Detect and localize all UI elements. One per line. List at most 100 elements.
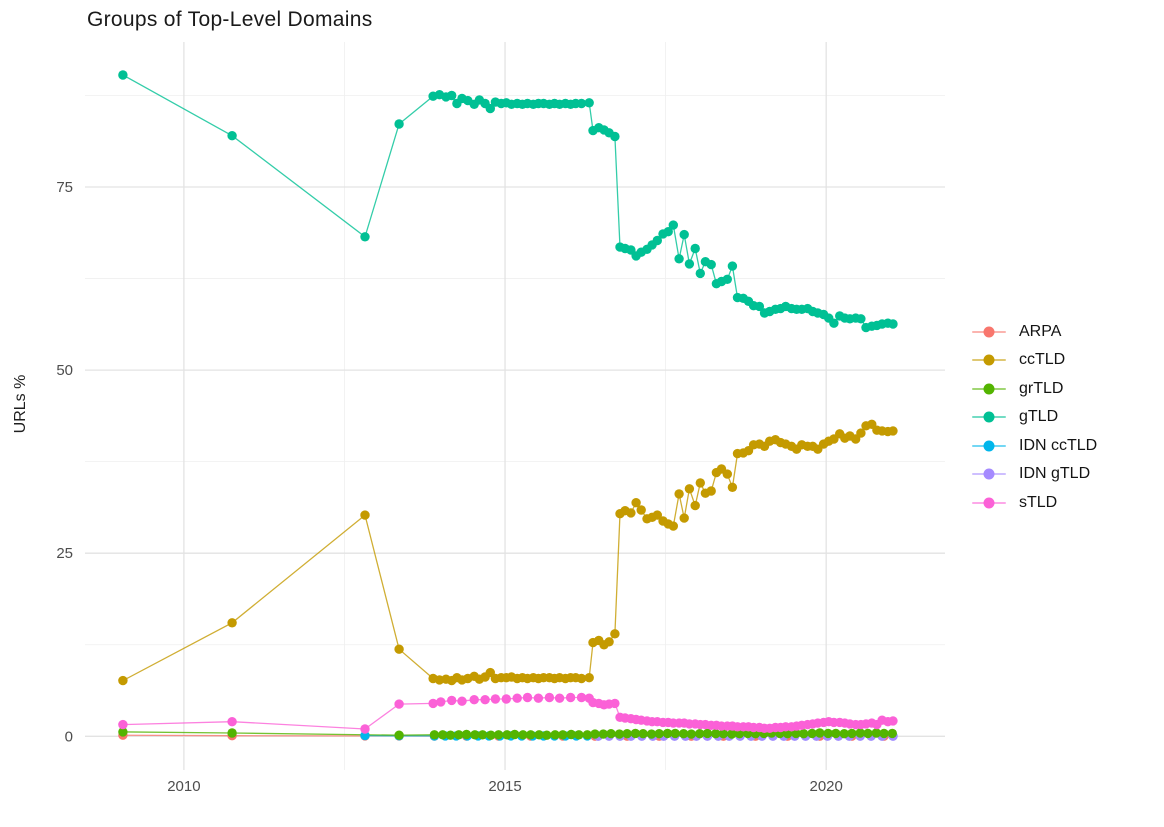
- data-point-grTLD: [502, 730, 512, 740]
- data-point-grTLD: [855, 728, 865, 738]
- legend-key-icon: [972, 325, 1006, 339]
- data-point-sTLD: [360, 724, 370, 734]
- data-point-gTLD: [679, 229, 689, 240]
- data-point-sTLD: [501, 694, 511, 704]
- data-point-gTLD: [690, 243, 700, 254]
- data-point-sTLD: [457, 696, 467, 706]
- data-point-grTLD: [550, 730, 560, 740]
- data-point-sTLD: [554, 693, 565, 703]
- data-point-gTLD: [695, 268, 705, 279]
- data-point-grTLD: [823, 728, 833, 739]
- data-point-grTLD: [718, 729, 729, 739]
- data-point-grTLD: [118, 727, 128, 737]
- legend-item-IDN gTLD: IDN gTLD: [972, 464, 1097, 485]
- legend-label: grTLD: [1019, 379, 1064, 397]
- data-point-sTLD: [428, 698, 438, 709]
- data-point-grTLD: [558, 730, 568, 740]
- data-point-sTLD: [565, 692, 576, 703]
- data-point-grTLD: [574, 730, 584, 740]
- data-point-grTLD: [887, 728, 897, 739]
- data-point-grTLD: [518, 730, 528, 740]
- data-point-ccTLD: [684, 484, 695, 494]
- data-point-grTLD: [477, 730, 488, 740]
- data-point-gTLD: [722, 274, 732, 284]
- data-point-sTLD: [436, 697, 446, 707]
- data-point-grTLD: [510, 729, 520, 740]
- legend-key-icon: [972, 467, 1006, 481]
- data-point-ccTLD: [668, 521, 678, 531]
- legend-key-icon: [972, 382, 1006, 396]
- data-point-grTLD: [711, 729, 721, 739]
- x-tick-label-2020: 2020: [809, 778, 842, 795]
- data-point-gTLD: [829, 318, 839, 328]
- data-point-grTLD: [590, 729, 600, 739]
- data-point-gTLD: [576, 98, 587, 109]
- data-point-grTLD: [461, 729, 472, 740]
- data-point-grTLD: [542, 730, 552, 740]
- data-point-sTLD: [227, 717, 237, 727]
- data-point-grTLD: [486, 730, 496, 740]
- data-point-grTLD: [429, 730, 440, 740]
- data-point-grTLD: [622, 729, 632, 739]
- data-point-grTLD: [686, 729, 696, 739]
- data-point-gTLD: [485, 103, 495, 114]
- data-point-sTLD: [888, 716, 898, 726]
- data-point-gTLD: [663, 227, 673, 237]
- data-point-grTLD: [847, 728, 857, 739]
- data-point-grTLD: [470, 730, 480, 740]
- legend-key-icon: [972, 496, 1006, 510]
- x-tick-label-2010: 2010: [167, 778, 200, 795]
- legend-item-sTLD: sTLD: [972, 492, 1097, 513]
- data-point-ccTLD: [610, 629, 620, 639]
- data-point-grTLD: [670, 728, 680, 739]
- data-point-grTLD: [394, 730, 404, 740]
- data-point-gTLD: [684, 259, 695, 269]
- chart-title: Groups of Top-Level Domains: [87, 8, 373, 31]
- data-point-sTLD: [469, 695, 479, 705]
- legend-item-gTLD: gTLD: [972, 407, 1097, 428]
- data-point-gTLD: [674, 254, 684, 264]
- data-point-grTLD: [863, 728, 873, 739]
- data-point-ccTLD: [722, 469, 732, 479]
- data-point-grTLD: [438, 730, 448, 740]
- legend-item-ccTLD: ccTLD: [972, 350, 1097, 371]
- y-tick-label-75: 75: [56, 179, 73, 196]
- legend-item-IDN ccTLD: IDN ccTLD: [972, 435, 1097, 456]
- y-tick-label-0: 0: [65, 728, 73, 745]
- data-point-ccTLD: [706, 486, 716, 496]
- data-point-grTLD: [630, 728, 641, 739]
- data-point-grTLD: [227, 728, 237, 738]
- data-point-gTLD: [360, 232, 370, 242]
- data-point-grTLD: [614, 729, 625, 739]
- data-point-grTLD: [678, 729, 689, 739]
- data-point-sTLD: [480, 695, 490, 705]
- data-point-grTLD: [831, 728, 841, 739]
- data-point-sTLD: [490, 694, 501, 704]
- data-point-gTLD: [610, 131, 620, 142]
- data-point-ccTLD: [652, 510, 662, 520]
- series-line-gTLD: [122, 74, 894, 329]
- data-point-sTLD: [610, 698, 620, 709]
- data-point-ccTLD: [631, 498, 641, 508]
- data-point-grTLD: [526, 730, 536, 740]
- legend-item-grTLD: grTLD: [972, 378, 1097, 399]
- data-point-ccTLD: [576, 673, 587, 684]
- legend-label: gTLD: [1019, 408, 1059, 425]
- data-point-sTLD: [447, 695, 457, 706]
- data-point-grTLD: [871, 728, 881, 738]
- data-point-gTLD: [706, 259, 716, 270]
- data-point-gTLD: [394, 119, 404, 129]
- data-point-sTLD: [394, 699, 404, 709]
- data-point-grTLD: [807, 728, 817, 739]
- data-point-grTLD: [879, 728, 889, 739]
- data-point-ccTLD: [604, 637, 614, 647]
- data-point-grTLD: [606, 729, 616, 739]
- data-point-sTLD: [576, 692, 587, 703]
- data-point-grTLD: [534, 730, 544, 740]
- data-point-IDN ccTLD: [360, 730, 370, 741]
- data-point-grTLD: [791, 728, 801, 739]
- data-point-gTLD: [754, 301, 765, 312]
- data-point-ccTLD: [695, 478, 705, 488]
- data-point-sTLD: [544, 692, 555, 703]
